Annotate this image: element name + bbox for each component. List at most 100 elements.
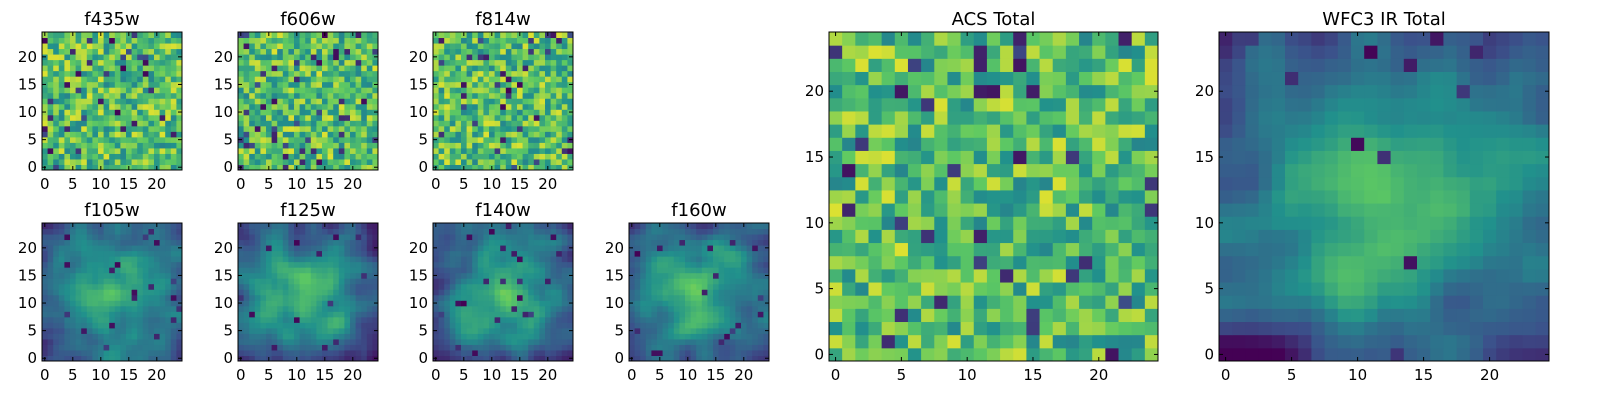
heatmap-cell xyxy=(283,137,289,143)
heatmap-cell xyxy=(277,148,283,154)
heatmap-cell xyxy=(974,229,988,243)
heatmap-cell xyxy=(455,322,461,328)
heatmap-cell xyxy=(528,251,534,257)
heatmap-cell xyxy=(143,234,149,240)
heatmap-cell xyxy=(713,251,719,257)
heatmap-cell xyxy=(511,153,517,159)
heatmap-cell xyxy=(137,76,143,82)
heatmap-cell xyxy=(1053,243,1067,257)
heatmap-cell xyxy=(551,148,557,154)
heatmap-cell xyxy=(562,311,568,317)
heatmap-cell xyxy=(120,87,126,93)
heatmap-cell xyxy=(255,60,261,66)
heatmap-cell xyxy=(81,93,87,99)
heatmap-cell xyxy=(42,148,48,154)
heatmap-cell xyxy=(120,104,126,110)
heatmap-cell xyxy=(249,306,255,312)
heatmap-cell xyxy=(551,126,557,132)
heatmap-cell xyxy=(171,148,177,154)
heatmap-cell xyxy=(472,317,478,323)
heatmap-cell xyxy=(663,344,669,350)
heatmap-cell xyxy=(629,251,635,257)
heatmap-cell xyxy=(640,251,646,257)
heatmap-cell xyxy=(523,93,529,99)
heatmap-cell xyxy=(439,328,445,334)
heatmap-cell xyxy=(1079,269,1093,283)
heatmap-cell xyxy=(483,43,489,49)
heatmap-cell xyxy=(143,240,149,246)
heatmap-cell xyxy=(70,245,76,251)
heatmap-cell xyxy=(433,229,439,235)
heatmap-cell xyxy=(511,131,517,137)
heatmap-cell xyxy=(921,322,935,336)
heatmap-cell xyxy=(691,311,697,317)
heatmap-cell xyxy=(472,311,478,317)
heatmap-cell xyxy=(328,223,334,229)
heatmap-cell xyxy=(132,300,138,306)
heatmap-cell xyxy=(70,76,76,82)
heatmap-cell xyxy=(523,131,529,137)
heatmap-cell xyxy=(523,126,529,132)
heatmap-cell xyxy=(109,311,115,317)
heatmap-cell xyxy=(143,344,149,350)
heatmap-cell xyxy=(635,317,641,323)
heatmap-cell xyxy=(450,104,456,110)
heatmap-cell xyxy=(483,223,489,229)
heatmap-cell xyxy=(719,245,725,251)
heatmap-cell xyxy=(115,350,121,356)
heatmap-cell xyxy=(288,71,294,77)
heatmap-cell xyxy=(328,311,334,317)
heatmap-cell xyxy=(294,289,300,295)
heatmap-cell xyxy=(148,295,154,301)
heatmap-cell xyxy=(444,245,450,251)
heatmap-cell xyxy=(1026,256,1040,270)
heatmap-cell xyxy=(663,350,669,356)
heatmap-cell xyxy=(64,344,70,350)
heatmap-cell xyxy=(132,273,138,279)
heatmap-cell xyxy=(92,306,98,312)
heatmap-cell xyxy=(674,350,680,356)
heatmap-cell xyxy=(1132,177,1146,191)
heatmap-cell xyxy=(1026,190,1040,204)
heatmap-cell xyxy=(126,38,132,44)
heatmap-cell xyxy=(500,43,506,49)
heatmap-cell xyxy=(344,148,350,154)
heatmap-cell xyxy=(288,38,294,44)
heatmap-cell xyxy=(523,43,529,49)
heatmap-cell xyxy=(87,240,93,246)
heatmap-cell xyxy=(361,328,367,334)
heatmap-cell xyxy=(696,344,702,350)
heatmap-cell xyxy=(495,87,501,93)
heatmap-cell xyxy=(300,306,306,312)
heatmap-cell xyxy=(328,38,334,44)
heatmap-cell xyxy=(272,131,278,137)
heatmap-cell xyxy=(987,164,1001,178)
heatmap-cell xyxy=(98,87,104,93)
heatmap-cell xyxy=(361,60,367,66)
heatmap-cell xyxy=(1040,229,1054,243)
heatmap-cell xyxy=(679,267,685,273)
heatmap-cell xyxy=(455,32,461,38)
heatmap-cell xyxy=(160,234,166,240)
heatmap-cell xyxy=(724,245,730,251)
heatmap-cell xyxy=(260,306,266,312)
heatmap-cell xyxy=(70,317,76,323)
heatmap-cell xyxy=(70,126,76,132)
heatmap-cell xyxy=(450,54,456,60)
heatmap-cell xyxy=(545,267,551,273)
heatmap-cell xyxy=(534,32,540,38)
heatmap-cell xyxy=(523,251,529,257)
heatmap-cell xyxy=(294,148,300,154)
heatmap-cell xyxy=(640,256,646,262)
heatmap-cell xyxy=(506,54,512,60)
heatmap-cell xyxy=(333,159,339,165)
heatmap-cell xyxy=(277,300,283,306)
heatmap-cell xyxy=(478,278,484,284)
heatmap-cell xyxy=(719,240,725,246)
heatmap-cell xyxy=(528,278,534,284)
heatmap-cell xyxy=(143,306,149,312)
heatmap-cell xyxy=(450,328,456,334)
heatmap-cell xyxy=(534,153,540,159)
heatmap-cell xyxy=(517,284,523,290)
